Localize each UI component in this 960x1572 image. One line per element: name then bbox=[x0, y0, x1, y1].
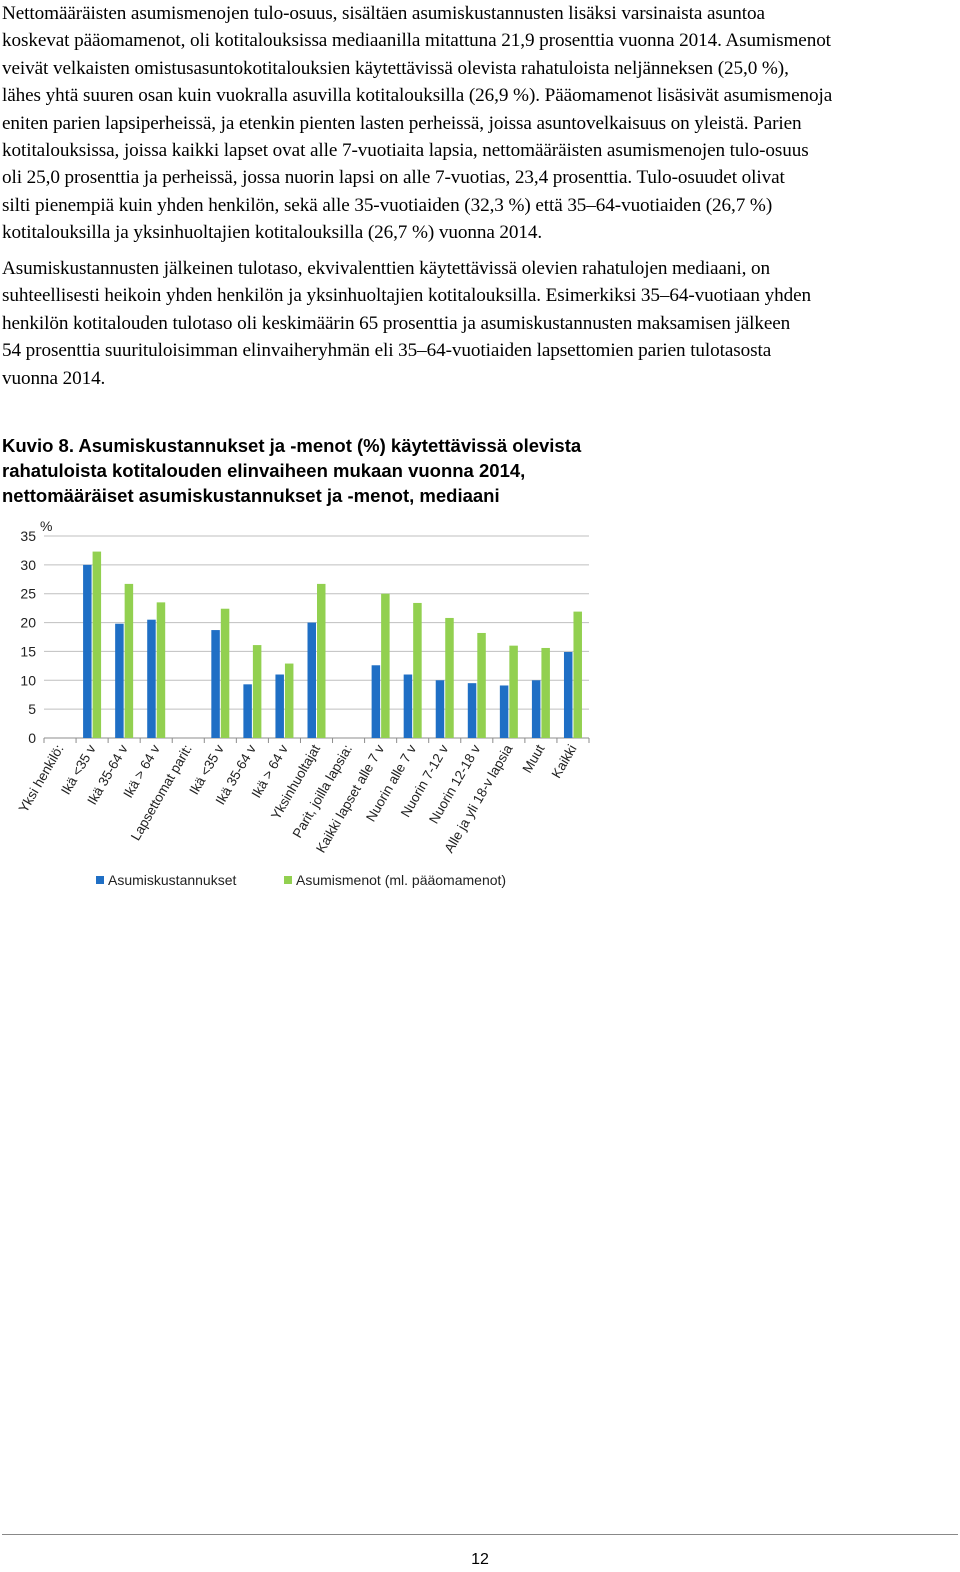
y-tick-label: 20 bbox=[20, 615, 36, 631]
bar bbox=[252, 645, 262, 738]
x-tick-label: Yksi henkilö: bbox=[16, 742, 67, 815]
text-line: suhteellisesti heikoin yhden henkilön ja… bbox=[2, 285, 812, 307]
bar bbox=[156, 602, 166, 738]
y-tick-label: 35 bbox=[20, 528, 36, 544]
bar bbox=[413, 602, 422, 738]
text-line: lähes yhtä suuren osan kuin vuokralla as… bbox=[2, 85, 833, 107]
caption-line: rahatuloista kotitalouden elinvaiheen mu… bbox=[2, 460, 526, 481]
caption-line: Kuvio 8. Asumiskustannukset ja -menot (%… bbox=[2, 435, 582, 456]
text-line: koskevat pääomamenot, oli kotitalouksiss… bbox=[2, 30, 831, 52]
y-tick-label: 5 bbox=[28, 701, 36, 717]
bar bbox=[284, 663, 294, 738]
bar bbox=[317, 583, 326, 738]
bar bbox=[509, 645, 518, 738]
text-line: Nettomääräisten asumismenojen tulo-osuus… bbox=[2, 3, 765, 24]
bar bbox=[477, 632, 486, 738]
bar bbox=[275, 674, 284, 738]
text-line: kotitalouksissa, joissa kaikki lapset ov… bbox=[2, 140, 809, 162]
paragraph-2: Asumiskustannusten jälkeinen tulotaso, e… bbox=[2, 255, 958, 392]
caption-line: nettomääräiset asumiskustannukset ja -me… bbox=[2, 485, 500, 506]
bar bbox=[115, 623, 124, 738]
text-line: kotitalouksilla ja yksinhuoltajien kotit… bbox=[2, 222, 543, 244]
bar bbox=[147, 619, 156, 738]
bar bbox=[92, 551, 102, 738]
text-line: vuonna 2014. bbox=[2, 367, 106, 389]
y-tick-label: 0 bbox=[28, 730, 36, 746]
legend-swatch bbox=[284, 876, 292, 884]
y-tick-label: 25 bbox=[20, 586, 36, 602]
bar bbox=[381, 593, 390, 738]
page-number: 12 bbox=[471, 1551, 489, 1568]
x-tick-label: Muut bbox=[520, 742, 548, 776]
bar bbox=[403, 674, 413, 738]
bar bbox=[531, 680, 541, 738]
text-line: Asumiskustannusten jälkeinen tulotaso, e… bbox=[2, 258, 770, 279]
text-line: eniten parien lapsiperheissä, ja etenkin… bbox=[2, 112, 802, 134]
bar bbox=[307, 622, 316, 738]
x-tick-label: Kaikki bbox=[549, 742, 580, 781]
text-line: silti pienempiä kuin yhden henkilön, sek… bbox=[2, 194, 773, 216]
legend-swatch bbox=[96, 876, 104, 884]
legend-label: Asumismenot (ml. pääomamenot) bbox=[296, 872, 506, 888]
y-tick-label: 15 bbox=[20, 643, 36, 659]
text-line: henkilön kotitalouden tulotaso oli keski… bbox=[2, 312, 791, 334]
bar bbox=[371, 665, 381, 738]
bar bbox=[220, 608, 230, 738]
bar bbox=[499, 685, 509, 738]
text-line: veivät velkaisten omistusasuntokotitalou… bbox=[2, 57, 789, 79]
bar bbox=[541, 647, 550, 738]
bar bbox=[243, 684, 252, 738]
bar bbox=[445, 617, 454, 738]
y-unit-label: % bbox=[40, 518, 52, 534]
text-line: oli 25,0 prosenttia ja perheissä, jossa … bbox=[2, 167, 785, 189]
y-tick-label: 10 bbox=[20, 672, 36, 688]
legend-label: Asumiskustannukset bbox=[108, 872, 237, 888]
bar bbox=[435, 680, 445, 738]
text-line: 54 prosenttia suurituloisimman elinvaihe… bbox=[2, 340, 772, 362]
bar bbox=[124, 583, 134, 738]
bar bbox=[467, 683, 477, 738]
footer-divider bbox=[2, 1534, 958, 1535]
bar bbox=[573, 611, 582, 738]
paragraph-1: Nettomääräisten asumismenojen tulo-osuus… bbox=[2, 0, 958, 247]
bar bbox=[83, 564, 92, 738]
y-tick-label: 30 bbox=[20, 557, 36, 573]
figure-caption: Kuvio 8. Asumiskustannukset ja -menot (%… bbox=[2, 433, 581, 508]
bar bbox=[563, 652, 573, 738]
bar bbox=[211, 630, 220, 738]
